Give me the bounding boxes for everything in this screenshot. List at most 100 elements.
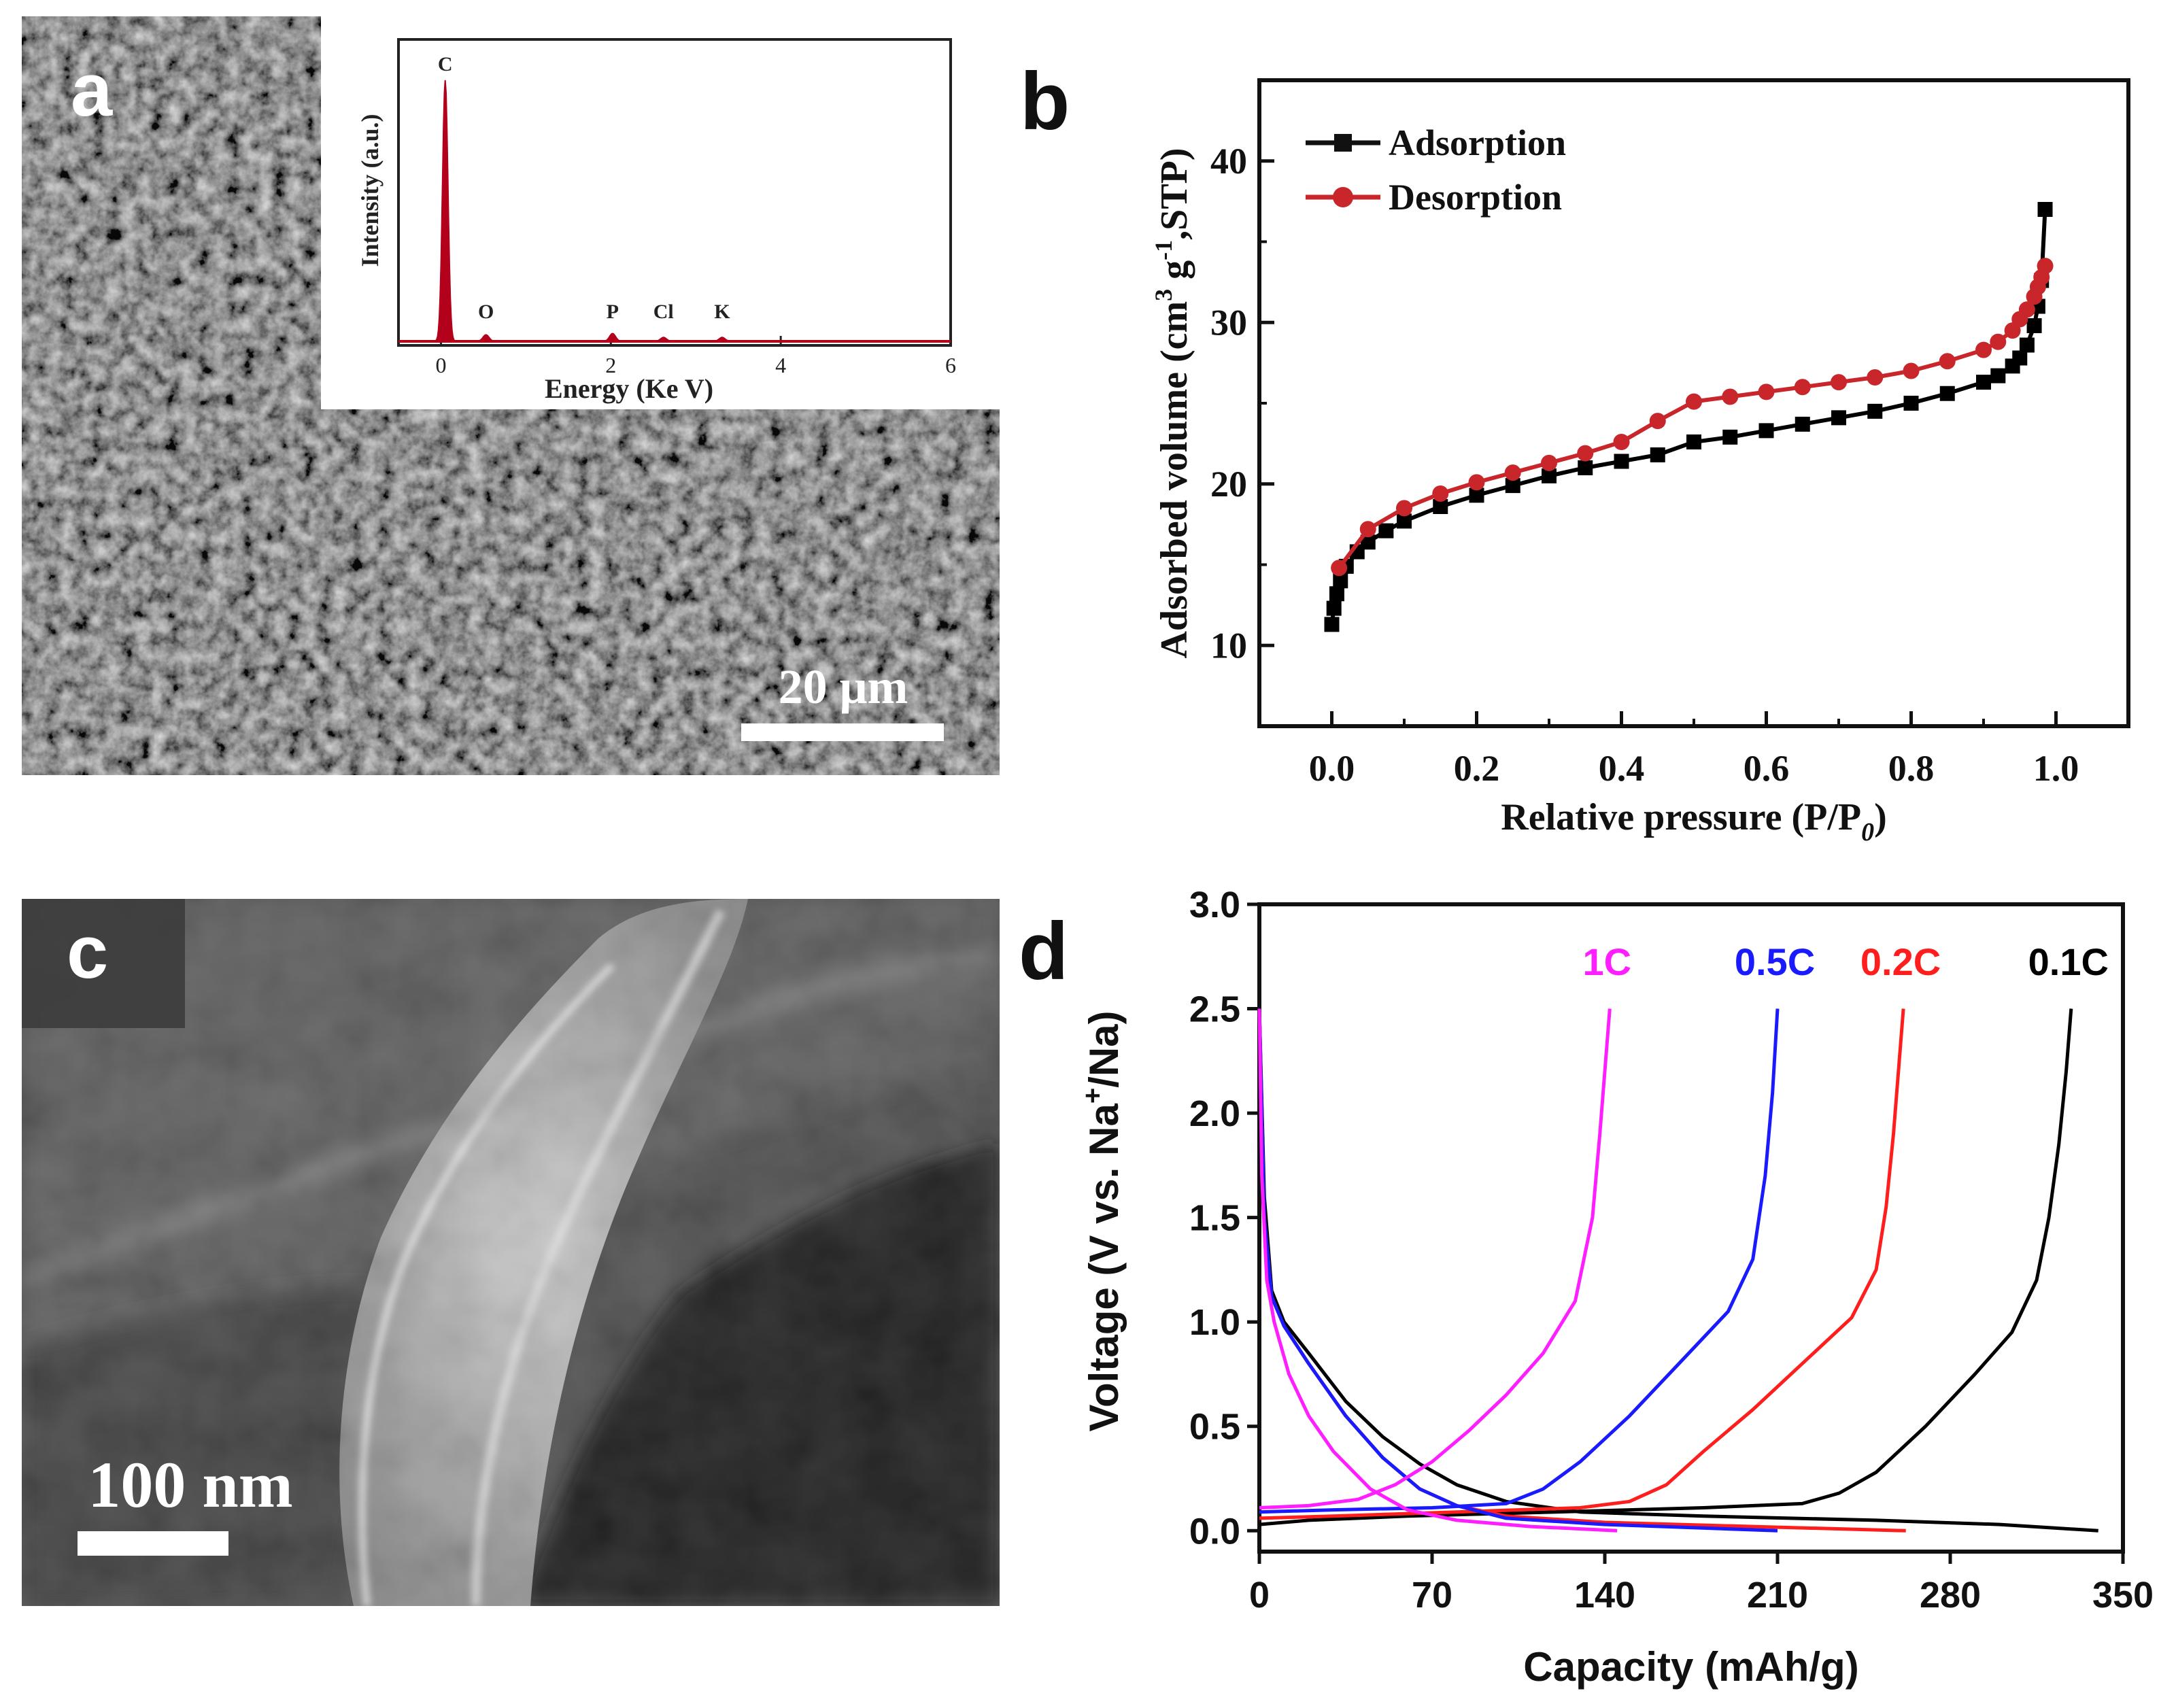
panel-c-letter: c (67, 910, 108, 994)
panel-d-letter: d (1019, 906, 1068, 997)
b-desorption-point (1649, 413, 1666, 430)
d-x-tick-label: 350 (2092, 1575, 2154, 1616)
b-adsorption-point (1939, 386, 1955, 401)
b-desorption-point (1939, 353, 1956, 370)
b-adsorption-point (1722, 429, 1738, 445)
b-y-tick-label: 20 (1210, 464, 1247, 505)
b-desorption-point (2004, 322, 2021, 339)
b-adsorption-point (2019, 337, 2035, 353)
b-adsorption-point (1867, 403, 1883, 419)
eds-plot-frame (397, 38, 952, 347)
b-desorption-point (2026, 288, 2043, 305)
b-desorption-point (1990, 333, 2007, 350)
b-y-tick-label: 40 (1210, 141, 1247, 182)
d-x-tick-label: 70 (1412, 1575, 1452, 1616)
d-02C-charge-curve (1259, 1008, 1905, 1520)
b-x-tick-label: 0.0 (1309, 748, 1355, 789)
b-adsorption-point (1333, 573, 1348, 589)
b-adsorption-point (1505, 478, 1520, 494)
d-y-tick-label: 3.0 (1189, 885, 1240, 925)
panel-a-scale-bar (741, 723, 944, 741)
d-series-label: 1C (1582, 940, 1631, 983)
b-x-tick-label: 0.2 (1454, 748, 1500, 789)
b-adsorption-point (2012, 350, 2028, 366)
b-x-tick-label: 0.4 (1599, 748, 1645, 789)
eds-peak-label: C (438, 53, 453, 75)
d-x-tick-label: 140 (1574, 1575, 1635, 1616)
b-adsorption-point (1578, 460, 1593, 475)
d-y-tick-label: 2.0 (1189, 1093, 1240, 1134)
d-y-tick-label: 0.5 (1189, 1407, 1240, 1448)
b-desorption-point (1867, 369, 1884, 386)
d-01C-discharge-curve (1257, 1008, 2098, 1533)
panel-b-legend: Adsorption Desorption (1306, 122, 1566, 218)
d-01C-charge-curve (1259, 1008, 2073, 1526)
legend-desorption-marker (1333, 187, 1353, 207)
b-adsorption-point (1903, 396, 1919, 411)
eds-x-tick-label: 0 (435, 353, 446, 377)
b-x-tick-label: 1.0 (2033, 748, 2079, 789)
d-y-tick-label: 1.5 (1189, 1198, 1240, 1239)
b-desorption-point (1577, 445, 1594, 462)
d-series-label: 0.2C (1860, 940, 1941, 983)
b-desorption-point (1504, 464, 1521, 481)
panel-c-scale-bar (78, 1531, 228, 1556)
b-adsorption-point (1360, 534, 1376, 550)
b-desorption-point (1613, 434, 1630, 450)
b-adsorption-point (1686, 434, 1701, 449)
b-adsorption-point (1758, 423, 1774, 439)
b-desorption-point (1831, 374, 1847, 391)
eds-peak-label: Cl (653, 301, 674, 323)
panel-c-scale-label: 100 nm (88, 1448, 292, 1521)
b-adsorption-point (1976, 375, 1991, 390)
b-y-tick-label: 30 (1210, 302, 1247, 343)
d-series-label: 0.5C (1735, 940, 1815, 983)
panel-b-ylabel: Adsorbed volume (cm3 g-1,STP) (1150, 148, 1195, 658)
eds-peak-label: K (714, 301, 730, 323)
d-05C-charge-curve (1259, 1008, 1780, 1514)
b-desorption-point (1359, 521, 1376, 538)
eds-x-tick-label: 6 (945, 353, 956, 377)
panel-a-sem-image: a 20 μm 0 2 4 6 C O P Cl K Energy (Ke V) Intens… (22, 16, 1000, 775)
eds-x-tick-label: 2 (605, 353, 616, 377)
eds-xlabel: Energy (Ke V) (545, 373, 713, 404)
b-adsorption-point (1795, 416, 1810, 432)
d-y-tick-label: 1.0 (1189, 1302, 1240, 1343)
b-desorption-point (1794, 379, 1811, 396)
b-desorption-point (1432, 485, 1449, 502)
b-adsorption-point (1324, 617, 1340, 632)
eds-peak-label: P (607, 301, 619, 323)
b-adsorption-point (1542, 468, 1557, 483)
b-adsorption-point (1397, 513, 1412, 529)
b-desorption-point (1331, 560, 1348, 577)
b-adsorption-point (1614, 454, 1629, 469)
b-x-tick-label: 0.6 (1744, 748, 1790, 789)
b-desorption-point (1722, 388, 1739, 405)
b-desorption-point (1686, 393, 1702, 410)
panel-a-scale-label: 20 μm (779, 660, 908, 714)
panel-d-ylabel: Voltage (V vs. Na+/Na) (1078, 1010, 1127, 1431)
b-series-line-adsorption (1329, 209, 2047, 625)
legend-adsorption-marker (1334, 134, 1352, 152)
b-adsorption-point (1326, 600, 1342, 616)
b-desorption-point (1758, 383, 1775, 400)
panel-a-eds-inset: 0 2 4 6 C O P Cl K Energy (Ke V) Intensity (a.u… (321, 16, 1000, 409)
legend-desorption-label: Desorption (1389, 177, 1562, 218)
b-adsorption-point (2026, 318, 2042, 333)
b-adsorption-point (2037, 202, 2053, 217)
b-x-tick-label: 0.8 (1888, 748, 1935, 789)
b-adsorption-point (1433, 499, 1448, 514)
d-05C-discharge-curve (1257, 1008, 1778, 1533)
panel-b-xlabel: Relative pressure (P/P0) (1501, 796, 1886, 847)
eds-ylabel: Intensity (a.u.) (356, 114, 384, 267)
b-desorption-point (1975, 341, 1992, 358)
b-series-line-desorption (1337, 265, 2047, 570)
b-desorption-point (1468, 474, 1485, 491)
b-desorption-point (1396, 500, 1412, 517)
d-y-tick-label: 0.0 (1189, 1511, 1240, 1552)
b-desorption-point (1903, 362, 1920, 379)
b-adsorption-point (1990, 368, 2006, 383)
b-adsorption-point (1831, 410, 1846, 426)
